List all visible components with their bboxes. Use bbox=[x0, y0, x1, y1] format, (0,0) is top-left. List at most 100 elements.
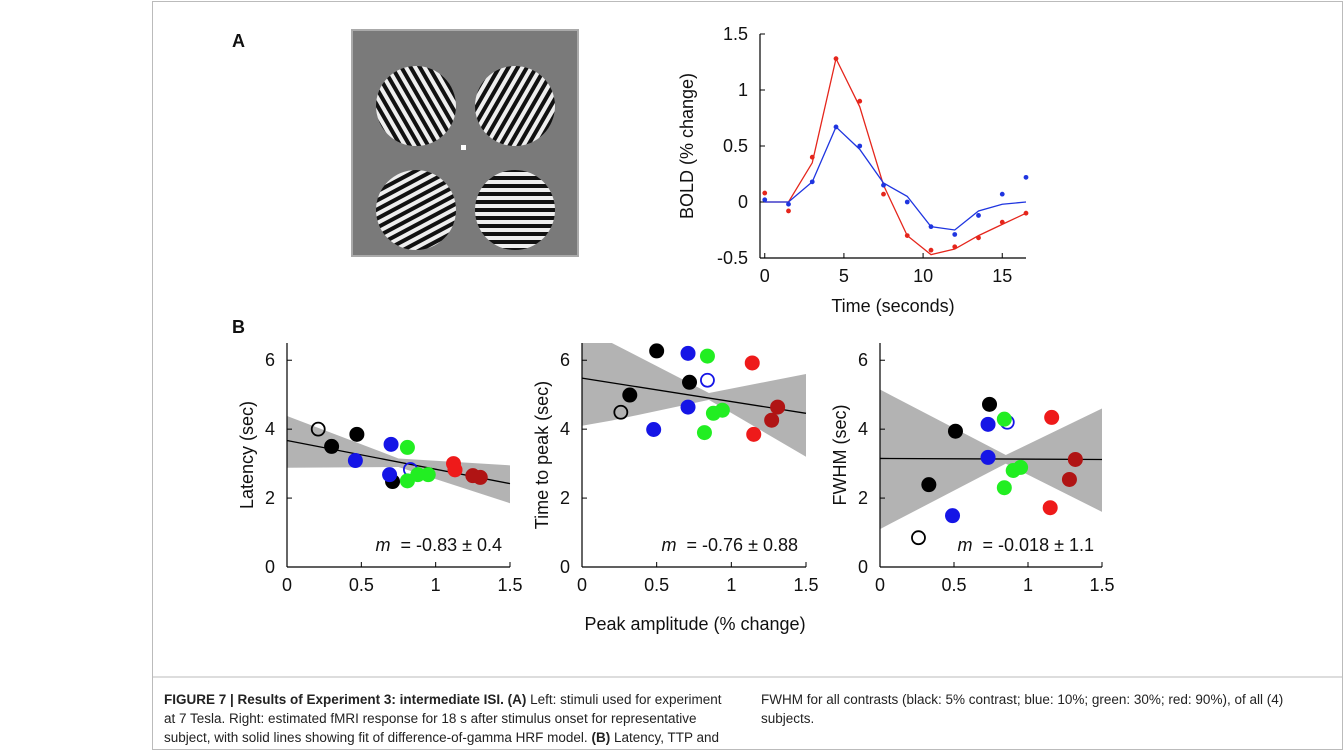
x-tick-label: 1.5 bbox=[497, 575, 522, 595]
y-axis-label: Latency (sec) bbox=[237, 401, 257, 509]
data-point bbox=[881, 191, 886, 197]
y-tick-label: 6 bbox=[858, 350, 868, 370]
y-tick-label: 0 bbox=[560, 557, 570, 577]
y-tick-label: 6 bbox=[560, 350, 570, 370]
data-point bbox=[928, 247, 934, 253]
data-point bbox=[857, 143, 863, 149]
figure-frame bbox=[152, 1, 1343, 750]
slope-annotation: m = -0.76 ± 0.88 bbox=[662, 535, 798, 555]
y-axis-label: FWHM (sec) bbox=[830, 405, 850, 506]
x-tick-label: 1.5 bbox=[793, 575, 818, 595]
y-tick-label: 6 bbox=[265, 350, 275, 370]
data-point bbox=[1044, 409, 1060, 425]
data-point bbox=[714, 402, 730, 418]
data-point bbox=[649, 343, 665, 359]
x-tick-label: 0 bbox=[282, 575, 292, 595]
data-point bbox=[976, 213, 981, 218]
data-point bbox=[904, 199, 910, 205]
data-point bbox=[921, 477, 937, 493]
y-tick-label: 0.5 bbox=[723, 136, 748, 156]
x-tick-label: 1 bbox=[726, 575, 736, 595]
data-point bbox=[980, 449, 996, 465]
fit-curve bbox=[764, 125, 1027, 231]
data-point bbox=[1042, 500, 1058, 516]
y-axis-label: BOLD (% change) bbox=[677, 73, 697, 219]
x-tick-label: 0 bbox=[760, 266, 770, 286]
caption-text: Left: stimuli used for experiment at 7 T… bbox=[164, 692, 722, 745]
x-axis-label: Peak amplitude (% change) bbox=[584, 614, 805, 634]
data-point bbox=[646, 421, 662, 437]
slope-symbol: m bbox=[958, 535, 973, 555]
data-point bbox=[996, 480, 1012, 496]
data-point bbox=[1061, 471, 1077, 487]
data-point bbox=[680, 399, 696, 415]
x-axis-label: Time (seconds) bbox=[831, 296, 954, 316]
data-point bbox=[347, 453, 363, 469]
data-point bbox=[980, 416, 996, 432]
data-point bbox=[700, 372, 715, 388]
data-point bbox=[680, 345, 696, 361]
data-point bbox=[1013, 459, 1029, 475]
data-point bbox=[613, 404, 629, 420]
y-tick-label: 0 bbox=[858, 557, 868, 577]
x-tick-label: 0.5 bbox=[941, 575, 966, 595]
slope-symbol: m bbox=[376, 535, 391, 555]
slope-annotation: m = -0.018 ± 1.1 bbox=[958, 535, 1094, 555]
x-tick-label: 1 bbox=[431, 575, 441, 595]
x-tick-label: 0 bbox=[577, 575, 587, 595]
data-point bbox=[349, 426, 365, 442]
stimulus-image bbox=[351, 29, 579, 257]
data-point bbox=[744, 355, 760, 371]
data-point bbox=[696, 425, 712, 441]
x-tick-label: 0.5 bbox=[644, 575, 669, 595]
data-point bbox=[682, 374, 698, 390]
caption-text: Latency, TTP and FWHM for all contrasts … bbox=[613, 692, 1284, 745]
confidence-band bbox=[582, 343, 806, 457]
y-tick-label: 2 bbox=[858, 488, 868, 508]
x-tick-label: 1 bbox=[1023, 575, 1033, 595]
data-point bbox=[383, 436, 399, 452]
y-axis-label: Time to peak (sec) bbox=[532, 381, 552, 529]
data-point bbox=[324, 438, 340, 454]
data-point bbox=[764, 412, 780, 428]
data-point bbox=[770, 399, 786, 415]
slope-symbol: m bbox=[662, 535, 677, 555]
caption-part-label: (B) bbox=[591, 730, 611, 745]
data-point bbox=[996, 411, 1012, 427]
data-point bbox=[945, 508, 961, 524]
x-tick-label: 1.5 bbox=[1089, 575, 1114, 595]
caption-part-label: (A) bbox=[507, 692, 527, 707]
data-point bbox=[310, 421, 326, 437]
data-point bbox=[857, 98, 863, 104]
y-tick-label: 4 bbox=[560, 419, 570, 439]
data-point bbox=[952, 232, 958, 237]
data-point bbox=[762, 197, 768, 203]
data-point bbox=[420, 467, 436, 483]
panel-label: B bbox=[232, 317, 245, 337]
x-tick-label: 15 bbox=[992, 266, 1012, 286]
y-tick-label: 0 bbox=[265, 557, 275, 577]
x-tick-label: 0 bbox=[875, 575, 885, 595]
x-tick-label: 10 bbox=[913, 266, 933, 286]
panel-label: A bbox=[232, 31, 245, 51]
slope-value: = -0.76 ± 0.88 bbox=[687, 535, 798, 555]
data-point bbox=[911, 530, 926, 546]
confidence-band bbox=[287, 416, 510, 504]
slope-value: = -0.018 ± 1.1 bbox=[983, 535, 1094, 555]
x-tick-label: 5 bbox=[839, 266, 849, 286]
data-point bbox=[999, 191, 1005, 197]
y-tick-label: 1 bbox=[738, 80, 748, 100]
slope-annotation: m = -0.83 ± 0.4 bbox=[376, 535, 502, 555]
fit-curve bbox=[764, 56, 1027, 256]
data-point bbox=[699, 348, 715, 364]
data-point bbox=[947, 423, 963, 439]
caption-title: FIGURE 7 | Results of Experiment 3: inte… bbox=[164, 692, 504, 707]
data-point bbox=[786, 201, 791, 207]
y-tick-label: 0 bbox=[738, 192, 748, 212]
y-tick-label: -0.5 bbox=[717, 248, 748, 268]
y-tick-label: 4 bbox=[265, 419, 275, 439]
data-point bbox=[410, 467, 426, 483]
data-point bbox=[762, 190, 768, 196]
slope-value: = -0.83 ± 0.4 bbox=[401, 535, 502, 555]
